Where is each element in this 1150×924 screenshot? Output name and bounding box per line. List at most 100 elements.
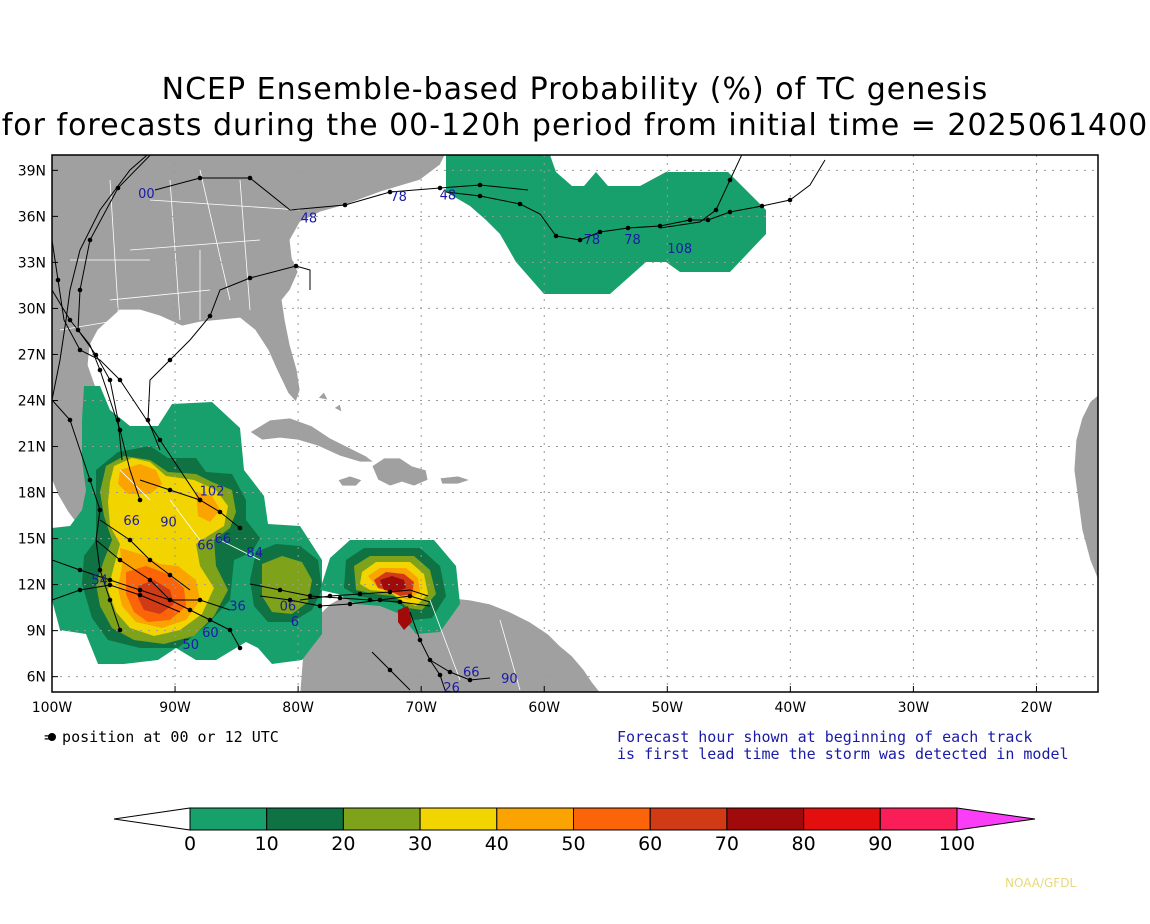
legend-position-note: = position at 00 or 12 UTC — [44, 728, 279, 746]
track-position-dot — [247, 275, 253, 281]
forecast-hour-label: 48 — [440, 188, 457, 203]
colorbar-over-triangle — [956, 807, 1036, 831]
colorbar-segment — [726, 807, 805, 831]
track-position-dot — [127, 537, 133, 543]
forecast-hour-label: 78 — [390, 190, 407, 205]
track-position-dot — [357, 591, 363, 597]
colorbar-label: 90 — [868, 833, 892, 855]
colorbar-label: 80 — [792, 833, 816, 855]
track-position-dot — [77, 567, 83, 573]
track-position-dot — [87, 477, 93, 483]
track-position-dot — [397, 599, 403, 605]
track-position-dot — [87, 237, 93, 243]
track-position-dot — [577, 237, 583, 243]
land-puerto-rico — [439, 475, 472, 485]
track-position-dot — [67, 417, 73, 423]
track-position-dot — [197, 175, 203, 181]
track-position-dot — [787, 197, 793, 203]
colorbar-label: 30 — [408, 833, 432, 855]
lat-tick-label: 12N — [18, 578, 46, 594]
colorbar-label: 10 — [255, 833, 279, 855]
track-position-dot — [115, 417, 121, 423]
lat-tick-label: 30N — [18, 301, 46, 317]
forecast-hour-note-2: is first lead time the storm was detecte… — [617, 745, 1069, 763]
track-position-dot — [97, 367, 103, 373]
track-position-dot — [517, 201, 523, 207]
lon-tick-label: 30W — [898, 700, 930, 716]
track-position-dot — [437, 672, 443, 678]
track-position-dot — [167, 572, 173, 578]
lat-tick-label: 24N — [18, 393, 46, 409]
track-position-dot — [347, 601, 353, 607]
lon-axis: 100W 90W 80W 70W 60W 50W 40W 30W 20W — [32, 686, 1052, 716]
track-position-dot — [55, 277, 61, 283]
land-hispaniola — [371, 457, 429, 487]
forecast-hour-label: 66 — [463, 666, 480, 681]
forecast-hour-label: 90 — [501, 672, 518, 687]
track-position-dot — [107, 377, 113, 383]
track-position-dot — [97, 507, 103, 513]
land-cuba — [249, 417, 376, 463]
track-position-dot — [705, 217, 711, 223]
forecast-hour-label: 66 — [214, 532, 231, 547]
track-position-dot — [713, 207, 719, 213]
track-position-dot — [107, 577, 113, 583]
track-position-dot — [147, 577, 153, 583]
lat-tick-label: 27N — [18, 347, 46, 363]
track-position-dot — [227, 627, 233, 633]
forecast-hour-label: 78 — [584, 233, 601, 248]
track-position-dot — [467, 677, 473, 683]
track-position-dot — [727, 177, 733, 183]
colorbar-segment — [573, 807, 651, 831]
colorbar-label: 50 — [561, 833, 585, 855]
lon-tick-label: 80W — [282, 700, 314, 716]
colorbar-label: 70 — [715, 833, 739, 855]
track-position-dot — [342, 202, 348, 208]
track-position-dot — [247, 175, 253, 181]
lat-tick-label: 9N — [27, 624, 46, 640]
colorbar-segment — [879, 807, 958, 831]
track-position-dot — [117, 627, 123, 633]
forecast-hour-label: 60 — [202, 626, 219, 641]
forecast-hour-label: 84 — [246, 546, 263, 561]
lon-tick-label: 60W — [528, 700, 560, 716]
track-position-dot — [77, 287, 83, 293]
track-position-dot — [207, 617, 213, 623]
land-jamaica — [337, 475, 363, 487]
colorbar-label: 40 — [485, 833, 509, 855]
forecast-hour-label: 50 — [182, 638, 199, 653]
track-position-dot — [107, 582, 113, 588]
track-position-dot — [197, 497, 203, 503]
colorbar-segment — [419, 807, 498, 831]
track-position-dot — [387, 667, 393, 673]
legend-dot-icon — [48, 733, 56, 741]
track-position-dot — [387, 589, 393, 595]
prob-region-caribbean-central-olive — [262, 556, 312, 614]
forecast-hour-label: 78 — [624, 233, 641, 248]
lat-tick-label: 33N — [18, 255, 46, 271]
colorbar-segment — [342, 807, 421, 831]
track-position-dot — [417, 637, 423, 643]
track-position-dot — [117, 557, 123, 563]
track-position-dot — [687, 217, 693, 223]
lat-tick-label: 39N — [18, 163, 46, 179]
track-position-dot — [427, 657, 433, 663]
track-position-dot — [657, 223, 663, 229]
track-position-dot — [477, 182, 483, 188]
track-position-dot — [447, 669, 453, 675]
lon-tick-label: 70W — [405, 700, 437, 716]
forecast-hour-label: 26 — [443, 681, 460, 696]
track-position-dot — [167, 357, 173, 363]
lon-tick-label: 40W — [775, 700, 807, 716]
lon-tick-label: 100W — [32, 700, 73, 716]
track-position-dot — [187, 607, 193, 613]
forecast-hour-label: 54 — [442, 693, 459, 708]
track-position-dot — [207, 313, 213, 319]
forecast-hour-note-1: Forecast hour shown at beginning of each… — [617, 728, 1033, 746]
track-position-dot — [137, 587, 143, 593]
track-position-dot — [93, 352, 99, 358]
title-line-1: NCEP Ensemble-based Probability (%) of T… — [161, 72, 989, 107]
forecast-hour-label: 54 — [91, 574, 108, 589]
grid — [52, 155, 1098, 692]
